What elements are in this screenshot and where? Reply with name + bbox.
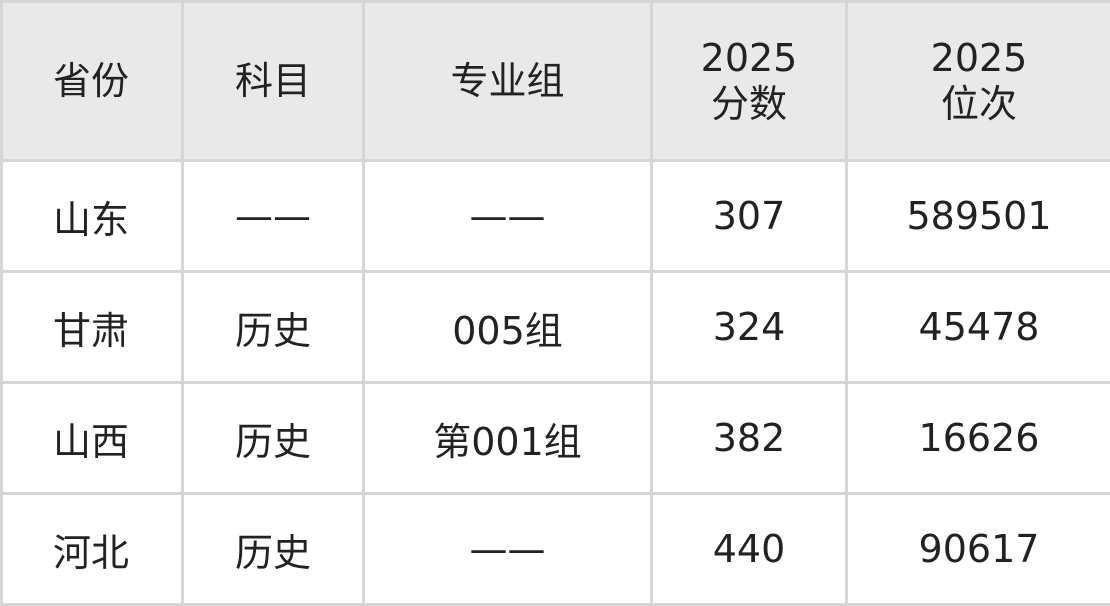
cell-score: 382: [650, 381, 848, 495]
header-text: 2025: [700, 36, 798, 80]
cell-province: 山西: [0, 381, 184, 495]
cell-rank: 45478: [845, 270, 1110, 384]
cell-group: ——: [362, 159, 653, 273]
cell-rank: 589501: [845, 159, 1110, 273]
cell-province: 甘肃: [0, 270, 184, 384]
cell-province: 山东: [0, 159, 184, 273]
header-row: 省份 科目 专业组 2025 分数 2025 位次: [0, 0, 1110, 162]
header-text: 科目: [234, 59, 311, 103]
cell-group: 005组: [362, 270, 653, 384]
cell-score: 440: [650, 492, 848, 606]
header-province: 省份: [0, 0, 184, 162]
cell-province: 河北: [0, 492, 184, 606]
table-row: 山东 —— —— 307 589501: [0, 159, 1110, 273]
header-text: 省份: [53, 59, 130, 103]
table-row: 山西 历史 第001组 382 16626: [0, 381, 1110, 495]
header-rank: 2025 位次: [845, 0, 1110, 162]
cell-score: 307: [650, 159, 848, 273]
header-subject: 科目: [181, 0, 365, 162]
cell-subject: 历史: [181, 492, 365, 606]
cell-subject: 历史: [181, 270, 365, 384]
header-text: 专业组: [450, 59, 565, 103]
header-text: 位次: [940, 82, 1017, 126]
header-text: 2025: [930, 36, 1028, 80]
cell-score: 324: [650, 270, 848, 384]
header-group: 专业组: [362, 0, 653, 162]
cell-subject: ——: [181, 159, 365, 273]
cell-subject: 历史: [181, 381, 365, 495]
cell-group: 第001组: [362, 381, 653, 495]
table-row: 河北 历史 —— 440 90617: [0, 492, 1110, 606]
cell-group: ——: [362, 492, 653, 606]
cell-rank: 90617: [845, 492, 1110, 606]
table-row: 甘肃 历史 005组 324 45478: [0, 270, 1110, 384]
header-score: 2025 分数: [650, 0, 848, 162]
cell-rank: 16626: [845, 381, 1110, 495]
header-text: 分数: [710, 82, 787, 126]
